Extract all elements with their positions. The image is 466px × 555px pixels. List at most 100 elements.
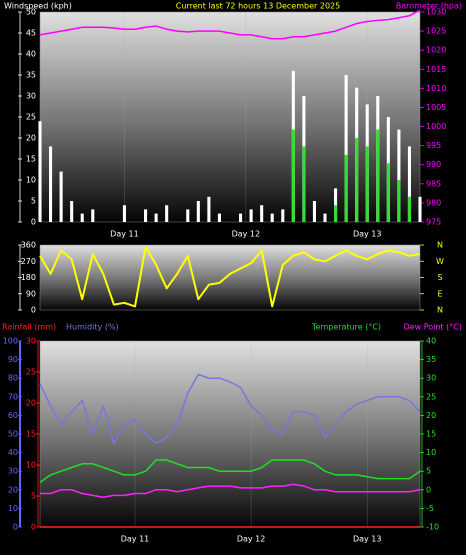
y-tick-label: 100 (3, 337, 18, 346)
legend-label: Barometer (hpa) (396, 2, 462, 11)
y2-tick-label: W (436, 257, 444, 266)
y-tick-label: 5 (31, 197, 36, 206)
wind-bar (302, 146, 306, 222)
y2-tick-label: -5 (426, 504, 434, 513)
y2-tick-label: 35 (426, 355, 436, 364)
wind-bar (281, 209, 285, 222)
y2-tick-label: 25 (426, 392, 436, 401)
y-tick-label: 360 (21, 241, 36, 250)
legend-label: Rainfall (mm) (2, 323, 56, 332)
y-tick-label: 0 (31, 306, 36, 315)
y-tick-label: 45 (26, 29, 36, 38)
wind-bar (80, 213, 84, 222)
y2-tick-label: 1030 (426, 8, 446, 17)
series-line (40, 483, 421, 498)
x-tick-label: Day 12 (232, 230, 261, 239)
plot-area (39, 340, 421, 528)
series-line (39, 459, 421, 484)
y-tick-label: 15 (26, 155, 36, 164)
y2-tick-label: 15 (426, 430, 436, 439)
y2-tick-label: 990 (426, 160, 441, 169)
y-tick-label: 180 (21, 273, 36, 282)
series-line (39, 245, 421, 308)
legend-label: Humidity (%) (66, 323, 119, 332)
y3-tick-label: 30 (26, 337, 36, 346)
y-tick-label: 50 (8, 430, 18, 439)
y2-tick-label: 975 (426, 218, 441, 227)
y3-tick-label: 25 (26, 368, 36, 377)
wind-bar (91, 209, 95, 222)
y2-tick-label: 30 (426, 374, 436, 383)
y2-tick-label: 10 (426, 448, 436, 457)
plot-area (39, 11, 421, 223)
legend-label: Temperature (°C) (311, 323, 381, 332)
y-tick-label: 30 (26, 92, 36, 101)
wind-bar (217, 213, 221, 222)
y2-tick-label: 40 (426, 337, 436, 346)
y2-tick-label: N (437, 306, 443, 315)
y-tick-label: 0 (13, 523, 18, 532)
chart-title: Current last 72 hours 13 December 2025 (176, 2, 340, 11)
y2-tick-label: N (437, 241, 443, 250)
wind-bar (70, 201, 74, 222)
wind-bar (122, 205, 126, 222)
wind-bar (407, 196, 411, 222)
y-tick-label: 40 (26, 50, 36, 59)
y2-tick-label: 20 (426, 411, 436, 420)
y2-tick-label: 1025 (426, 27, 446, 36)
wind-bar (165, 205, 169, 222)
wind-bar (207, 196, 211, 222)
y2-tick-label: -10 (426, 523, 439, 532)
y-tick-label: 80 (8, 374, 18, 383)
wind-bar (365, 146, 369, 222)
wind-bar (239, 213, 243, 222)
wind-bar (407, 146, 411, 222)
x-tick-label: Day 13 (353, 535, 382, 544)
y2-tick-label: 1010 (426, 84, 446, 93)
x-tick-label: Day 11 (110, 230, 139, 239)
wind-bar (186, 209, 190, 222)
y3-tick-label: 0 (31, 523, 36, 532)
y-tick-label: 30 (8, 467, 18, 476)
wind-bar (260, 205, 264, 222)
wind-bar (38, 121, 42, 222)
y3-tick-label: 15 (26, 430, 36, 439)
y2-tick-label: 995 (426, 141, 441, 150)
y-tick-label: 25 (26, 113, 36, 122)
wind-bar (291, 129, 295, 222)
y-tick-label: 40 (8, 448, 18, 457)
plot-area (39, 244, 421, 311)
y2-tick-label: E (437, 289, 442, 298)
series-line (39, 9, 421, 40)
y-tick-label: 90 (8, 355, 18, 364)
wind-bar (418, 196, 422, 222)
y-tick-label: 270 (21, 257, 36, 266)
legend-label: Windspeed (kph) (4, 2, 72, 11)
y2-tick-label: 985 (426, 179, 441, 188)
wind-bar (196, 201, 200, 222)
y2-tick-label: 1015 (426, 65, 446, 74)
wind-bar (154, 213, 158, 222)
wind-bar (270, 213, 274, 222)
wind-bar (249, 209, 253, 222)
wind-bar (376, 129, 380, 222)
wind-bar (344, 75, 348, 222)
x-tick-label: Day 13 (353, 230, 382, 239)
y2-tick-label: 1000 (426, 122, 446, 131)
y-tick-label: 0 (31, 218, 36, 227)
wind-bar (334, 205, 338, 222)
y2-tick-label: 980 (426, 198, 441, 207)
wind-bar (49, 146, 53, 222)
wind-bar (344, 154, 348, 222)
wind-bar (355, 138, 359, 222)
y3-tick-label: 10 (26, 461, 36, 470)
series-line (39, 373, 421, 445)
wind-bar (312, 201, 316, 222)
y2-tick-label: 5 (426, 467, 431, 476)
wind-bar (59, 171, 63, 222)
y-tick-label: 35 (26, 71, 36, 80)
y-tick-label: 10 (26, 176, 36, 185)
y-tick-label: 90 (26, 289, 36, 298)
y-tick-label: 50 (26, 8, 36, 17)
